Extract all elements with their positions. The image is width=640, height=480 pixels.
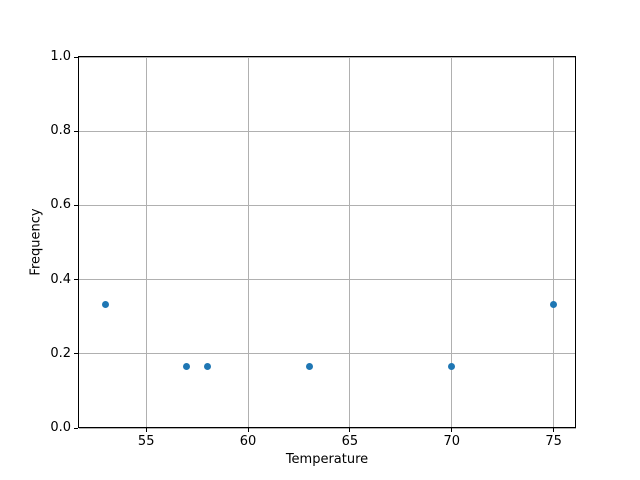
y-tick-mark bbox=[74, 279, 78, 281]
data-point bbox=[550, 300, 558, 308]
x-tick-label: 75 bbox=[545, 434, 562, 449]
y-tick-label: 0.4 bbox=[50, 271, 71, 287]
y-tick-label: 0.6 bbox=[50, 197, 71, 213]
y-axis-label: Frequency bbox=[28, 208, 44, 276]
x-tick-label: 70 bbox=[443, 434, 461, 449]
y-tick-mark bbox=[74, 204, 78, 206]
x-tick-mark bbox=[145, 428, 147, 432]
y-tick-mark bbox=[74, 130, 78, 132]
data-point bbox=[183, 362, 191, 370]
gridline-vertical bbox=[451, 57, 453, 428]
gridline-vertical bbox=[145, 57, 147, 428]
x-tick-label: 55 bbox=[137, 434, 155, 449]
data-point bbox=[448, 362, 456, 370]
x-tick-mark bbox=[451, 428, 453, 432]
data-point bbox=[305, 362, 313, 370]
data-point bbox=[101, 300, 109, 308]
gridline-horizontal bbox=[79, 204, 576, 206]
y-tick-label: 0.8 bbox=[50, 123, 71, 139]
gridline-horizontal bbox=[79, 130, 576, 132]
gridline-horizontal bbox=[79, 427, 576, 429]
gridline-vertical bbox=[553, 57, 555, 428]
x-tick-mark bbox=[247, 428, 249, 432]
x-tick-label: 65 bbox=[341, 434, 359, 449]
data-point bbox=[203, 362, 211, 370]
gridline-vertical bbox=[349, 57, 351, 428]
gridline-horizontal bbox=[79, 279, 576, 281]
y-tick-label: 0.2 bbox=[50, 345, 71, 361]
gridline-horizontal bbox=[79, 353, 576, 355]
plot-area bbox=[78, 56, 576, 428]
x-tick-label: 60 bbox=[239, 434, 257, 449]
y-tick-mark bbox=[74, 427, 78, 429]
y-tick-label: 1.0 bbox=[50, 49, 71, 64]
y-tick-label: 0.0 bbox=[50, 420, 71, 435]
gridline-horizontal bbox=[79, 56, 576, 58]
gridline-vertical bbox=[247, 57, 249, 428]
x-tick-mark bbox=[553, 428, 555, 432]
x-tick-mark bbox=[349, 428, 351, 432]
y-tick-mark bbox=[74, 353, 78, 355]
x-axis-label: Temperature bbox=[285, 452, 369, 467]
y-tick-mark bbox=[74, 56, 78, 58]
